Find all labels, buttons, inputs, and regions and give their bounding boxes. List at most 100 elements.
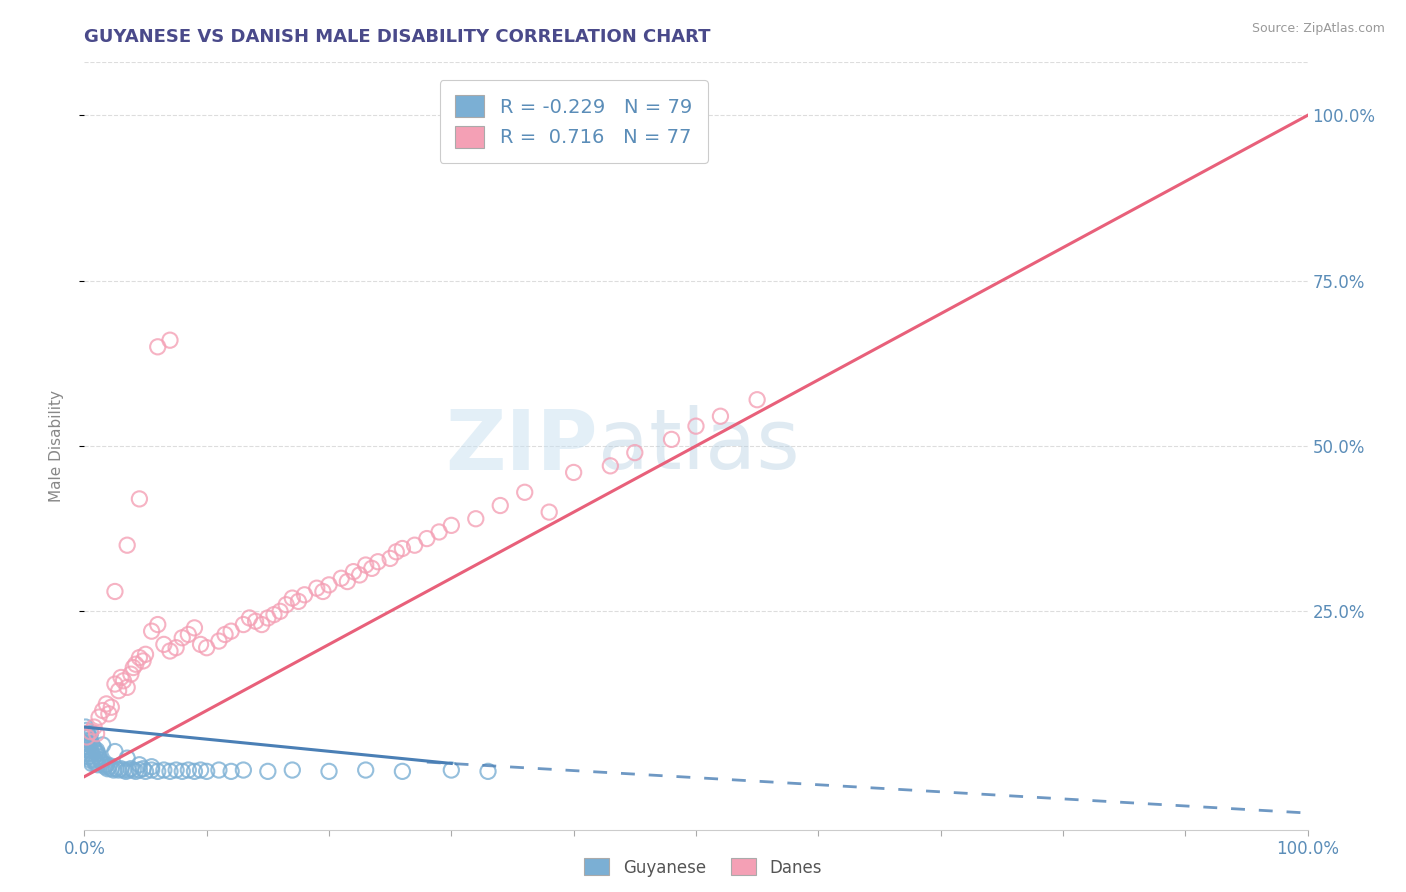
- Point: [86, 743, 108, 757]
- Point: [120, 762, 142, 776]
- Point: [177, 763, 200, 777]
- Point: [87, 710, 110, 724]
- Point: [84, 745, 107, 759]
- Point: [305, 581, 328, 595]
- Point: [661, 433, 683, 447]
- Point: [125, 764, 148, 779]
- Point: [96, 697, 118, 711]
- Point: [385, 545, 408, 559]
- Text: Source: ZipAtlas.com: Source: ZipAtlas.com: [1251, 22, 1385, 36]
- Point: [104, 745, 127, 759]
- Point: [83, 720, 105, 734]
- Point: [354, 558, 377, 572]
- Point: [281, 763, 304, 777]
- Point: [79, 724, 101, 739]
- Point: [427, 524, 450, 539]
- Point: [245, 614, 267, 628]
- Point: [141, 760, 163, 774]
- Point: [177, 627, 200, 641]
- Point: [97, 760, 120, 774]
- Point: [153, 637, 176, 651]
- Point: [685, 419, 707, 434]
- Point: [232, 617, 254, 632]
- Point: [172, 631, 194, 645]
- Point: [195, 640, 218, 655]
- Point: [135, 764, 157, 779]
- Point: [219, 624, 242, 639]
- Point: [599, 458, 621, 473]
- Point: [77, 749, 100, 764]
- Point: [79, 743, 101, 757]
- Point: [238, 611, 260, 625]
- Point: [115, 751, 138, 765]
- Point: [91, 704, 114, 718]
- Point: [112, 763, 135, 777]
- Point: [90, 755, 112, 769]
- Point: [172, 764, 194, 779]
- Point: [76, 739, 98, 754]
- Text: ZIP: ZIP: [446, 406, 598, 486]
- Point: [110, 762, 132, 776]
- Point: [276, 598, 298, 612]
- Point: [75, 720, 97, 734]
- Point: [83, 753, 105, 767]
- Point: [120, 667, 142, 681]
- Point: [318, 764, 340, 779]
- Point: [77, 730, 100, 744]
- Point: [122, 763, 145, 777]
- Point: [709, 409, 731, 424]
- Point: [190, 637, 212, 651]
- Point: [128, 757, 150, 772]
- Point: [354, 763, 377, 777]
- Point: [125, 657, 148, 672]
- Point: [747, 392, 769, 407]
- Point: [115, 681, 138, 695]
- Point: [336, 574, 359, 589]
- Point: [624, 445, 647, 459]
- Point: [82, 739, 104, 754]
- Point: [128, 491, 150, 506]
- Point: [77, 737, 100, 751]
- Point: [117, 763, 139, 777]
- Point: [100, 700, 122, 714]
- Point: [80, 737, 103, 751]
- Point: [281, 591, 304, 606]
- Point: [80, 747, 103, 761]
- Point: [159, 644, 181, 658]
- Point: [76, 733, 98, 747]
- Point: [107, 763, 129, 777]
- Point: [105, 762, 128, 776]
- Point: [135, 648, 157, 662]
- Point: [250, 617, 273, 632]
- Point: [367, 555, 389, 569]
- Point: [183, 764, 205, 779]
- Legend: Guyanese, Danes: Guyanese, Danes: [578, 852, 828, 883]
- Point: [76, 747, 98, 761]
- Point: [94, 760, 117, 774]
- Point: [103, 763, 125, 777]
- Point: [269, 604, 291, 618]
- Point: [132, 762, 155, 776]
- Point: [76, 723, 98, 738]
- Point: [165, 640, 187, 655]
- Point: [257, 611, 280, 625]
- Point: [82, 751, 104, 765]
- Point: [360, 561, 382, 575]
- Point: [79, 753, 101, 767]
- Point: [263, 607, 285, 622]
- Point: [86, 755, 108, 769]
- Point: [89, 753, 111, 767]
- Point: [232, 763, 254, 777]
- Point: [128, 763, 150, 777]
- Point: [79, 733, 101, 747]
- Point: [440, 763, 463, 777]
- Point: [391, 541, 413, 556]
- Point: [219, 764, 242, 779]
- Point: [79, 726, 101, 740]
- Point: [330, 571, 353, 585]
- Point: [183, 621, 205, 635]
- Point: [318, 578, 340, 592]
- Text: GUYANESE VS DANISH MALE DISABILITY CORRELATION CHART: GUYANESE VS DANISH MALE DISABILITY CORRE…: [84, 28, 711, 45]
- Point: [107, 683, 129, 698]
- Point: [91, 738, 114, 752]
